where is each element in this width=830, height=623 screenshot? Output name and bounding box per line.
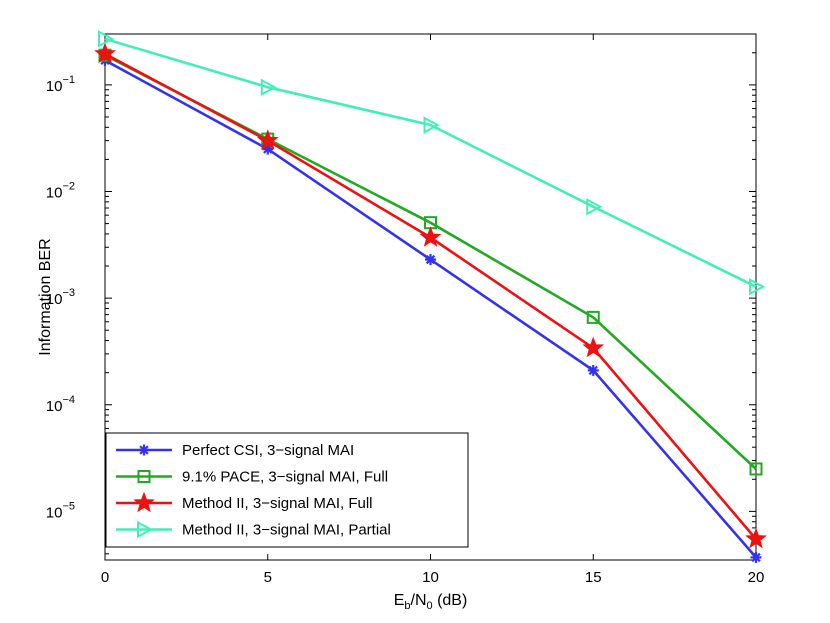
y-tick-base: 10 xyxy=(46,185,63,202)
y-tick-label: 10−5 xyxy=(46,500,75,521)
y-tick-exponent: −1 xyxy=(62,74,75,86)
y-tick-base: 10 xyxy=(46,398,63,415)
y-tick-base: 10 xyxy=(46,291,63,308)
x-tick-label: 15 xyxy=(585,569,602,586)
series-1 xyxy=(99,54,762,563)
legend-marker-asterisk xyxy=(138,444,150,456)
series-line xyxy=(104,37,757,288)
x-tick-label: 10 xyxy=(422,569,439,586)
data-point-square xyxy=(749,462,763,476)
y-tick-label: 10−4 xyxy=(46,394,75,415)
y-tick-exponent: −5 xyxy=(62,500,75,512)
data-point-star xyxy=(582,336,605,358)
legend-entry: Method II, 3−signal MAI, Partial xyxy=(116,520,391,539)
x-axis-title-sub2: 0 xyxy=(427,600,433,612)
x-axis-title-main: E xyxy=(394,592,405,609)
legend-box xyxy=(105,432,469,548)
legend-label: Method II, 3−signal MAI, Full xyxy=(182,495,373,512)
data-point-triangle-right xyxy=(98,30,115,48)
y-tick-label: 10−2 xyxy=(46,181,75,202)
legend-label: Perfect CSI, 3−signal MAI xyxy=(182,442,354,459)
data-point-asterisk xyxy=(587,364,599,376)
legend: Perfect CSI, 3−signal MAI 9.1% PACE, 3−si… xyxy=(105,432,469,548)
data-point-star xyxy=(745,527,767,549)
series-4 xyxy=(98,30,766,296)
y-tick-base: 10 xyxy=(46,78,63,95)
data-point-triangle-right xyxy=(423,116,440,134)
legend-entry: Perfect CSI, 3−signal MAI xyxy=(116,442,354,459)
y-tick-exponent: −2 xyxy=(62,181,75,193)
legend-marker-triangle-right xyxy=(137,520,154,539)
y-tick-exponent: −3 xyxy=(62,287,75,299)
legend-label: Method II, 3−signal MAI, Partial xyxy=(182,522,391,539)
y-tick-label: 10−1 xyxy=(46,74,75,95)
x-axis-title-tail: (dB) xyxy=(433,592,468,609)
x-tick-label: 5 xyxy=(264,569,272,586)
data-point-asterisk xyxy=(750,551,762,563)
x-axis-title-sub1: b xyxy=(404,600,410,612)
data-point-triangle-right xyxy=(749,278,766,296)
y-tick-label: 10−3 xyxy=(46,287,75,308)
data-point-star xyxy=(256,129,279,150)
legend-entry: 9.1% PACE, 3−signal MAI, Full xyxy=(116,469,388,486)
data-point-asterisk xyxy=(425,254,436,266)
legend-marker-square xyxy=(137,470,151,483)
x-tick-label: 20 xyxy=(748,569,765,586)
x-axis-title: Eb/N0 (dB) xyxy=(394,592,468,612)
data-point-triangle-right xyxy=(586,198,603,216)
y-tick-exponent: −4 xyxy=(62,394,75,406)
legend-entry: Method II, 3−signal MAI, Full xyxy=(116,491,373,513)
legend-marker-star xyxy=(133,491,155,513)
y-tick-base: 10 xyxy=(46,504,63,521)
x-axis-title-mid: /N xyxy=(411,592,427,609)
data-point-square xyxy=(586,310,600,324)
y-axis-title: Information BER xyxy=(37,238,54,355)
series-layer xyxy=(94,30,767,563)
data-point-triangle-right xyxy=(260,78,277,96)
series-3 xyxy=(94,42,767,549)
data-point-star xyxy=(94,42,116,64)
x-tick-label: 0 xyxy=(101,569,109,586)
legend-label: 9.1% PACE, 3−signal MAI, Full xyxy=(182,469,388,486)
data-point-star xyxy=(419,226,442,247)
